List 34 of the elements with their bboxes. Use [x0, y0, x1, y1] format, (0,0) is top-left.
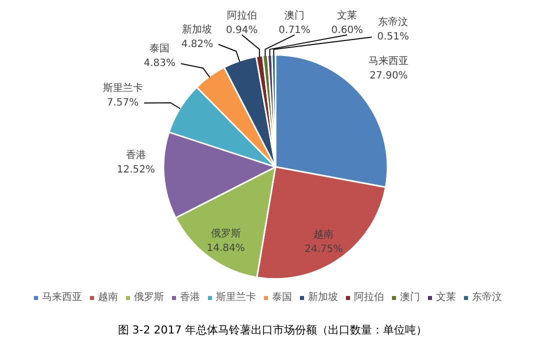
slice-label: 澳门	[284, 10, 305, 22]
slice-label: 文莱	[337, 10, 358, 22]
slice-label: 新加坡	[182, 23, 212, 36]
slice-label: 俄罗斯	[210, 228, 241, 240]
slice-label: 马来西亚	[368, 55, 409, 68]
text: 图 3-2 2017 年总体马铃薯出口市场份额（出口数量：单位吨）	[118, 324, 428, 336]
legend-label: 马来西亚	[42, 290, 82, 304]
slice-label: 越南	[314, 228, 334, 241]
slice-label: 东帝汶	[378, 16, 408, 28]
legend-label: 香港	[180, 290, 200, 304]
legend-label: 阿拉伯	[354, 291, 384, 304]
data-label: 0.94%	[226, 24, 258, 36]
data-label: 4.83%	[144, 58, 176, 70]
legend-label: 文莱	[436, 290, 456, 304]
data-label: 0.71%	[278, 24, 310, 36]
data-label: 7.57%	[106, 97, 139, 108]
data-label: 24.75%	[304, 244, 343, 256]
legend-label: 澳门	[400, 290, 420, 304]
data-label: 27.90%	[370, 70, 408, 82]
legend-label: 新加坡	[308, 290, 338, 304]
slice-label: 斯里兰卡	[102, 82, 143, 94]
data-label: 0.60%	[331, 24, 364, 36]
data-label: 12.52%	[116, 164, 155, 176]
data-label: 4.82%	[181, 38, 214, 50]
legend-label: 泰国	[272, 291, 292, 304]
legend-label: 东帝汶	[472, 290, 502, 304]
legend-label: 俄罗斯	[134, 290, 164, 304]
slice-label: 泰国	[150, 44, 170, 55]
legend-label: 斯里兰卡	[216, 290, 256, 304]
data-label: 14.84%	[206, 242, 245, 254]
data-label: 0.51%	[377, 32, 409, 43]
slice-label: 阿拉伯	[226, 10, 257, 22]
legend-label: 越南	[98, 290, 118, 304]
slice-label: 香港	[126, 149, 146, 162]
